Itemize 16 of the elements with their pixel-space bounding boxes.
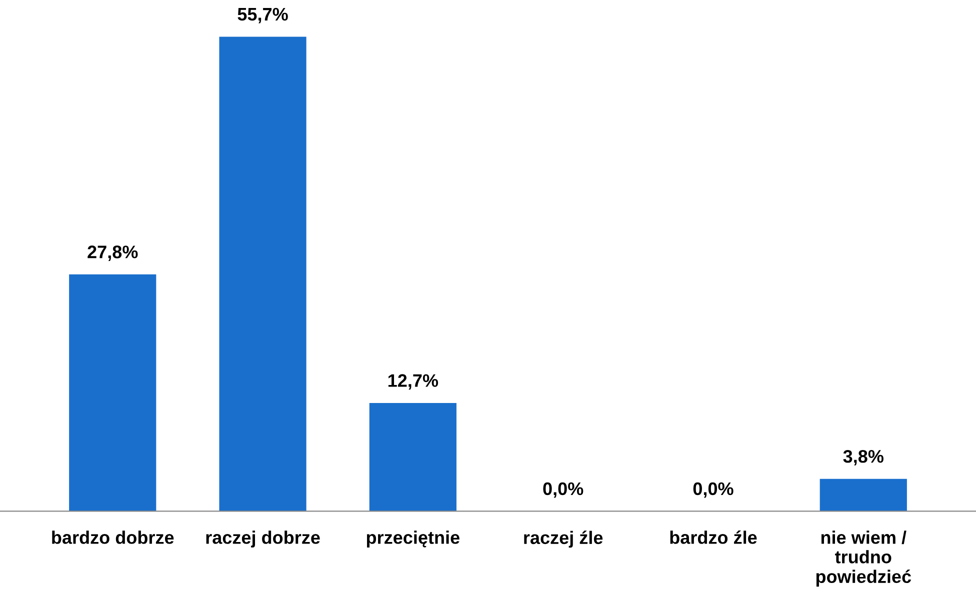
bar — [820, 478, 907, 512]
data-label: 3,8% — [843, 450, 884, 466]
data-label: 27,8% — [88, 246, 138, 261]
bar — [69, 274, 156, 512]
x-tick-label: nie wiem / trudno powiedzieć — [816, 530, 912, 587]
data-label: 55,7% — [238, 8, 288, 24]
x-tick-label: bardzo dobrze — [52, 530, 174, 544]
x-tick-label: przeciętnie — [366, 530, 460, 548]
data-label: 0,0% — [693, 482, 734, 498]
data-label: 12,7% — [388, 374, 438, 390]
bar — [219, 36, 306, 512]
x-tick-label: raczej źle — [524, 530, 603, 548]
data-label: 0,0% — [543, 482, 584, 498]
x-tick-label: raczej dobrze — [206, 530, 320, 548]
x-tick-label: bardzo źle — [670, 530, 757, 544]
bar — [369, 403, 456, 512]
